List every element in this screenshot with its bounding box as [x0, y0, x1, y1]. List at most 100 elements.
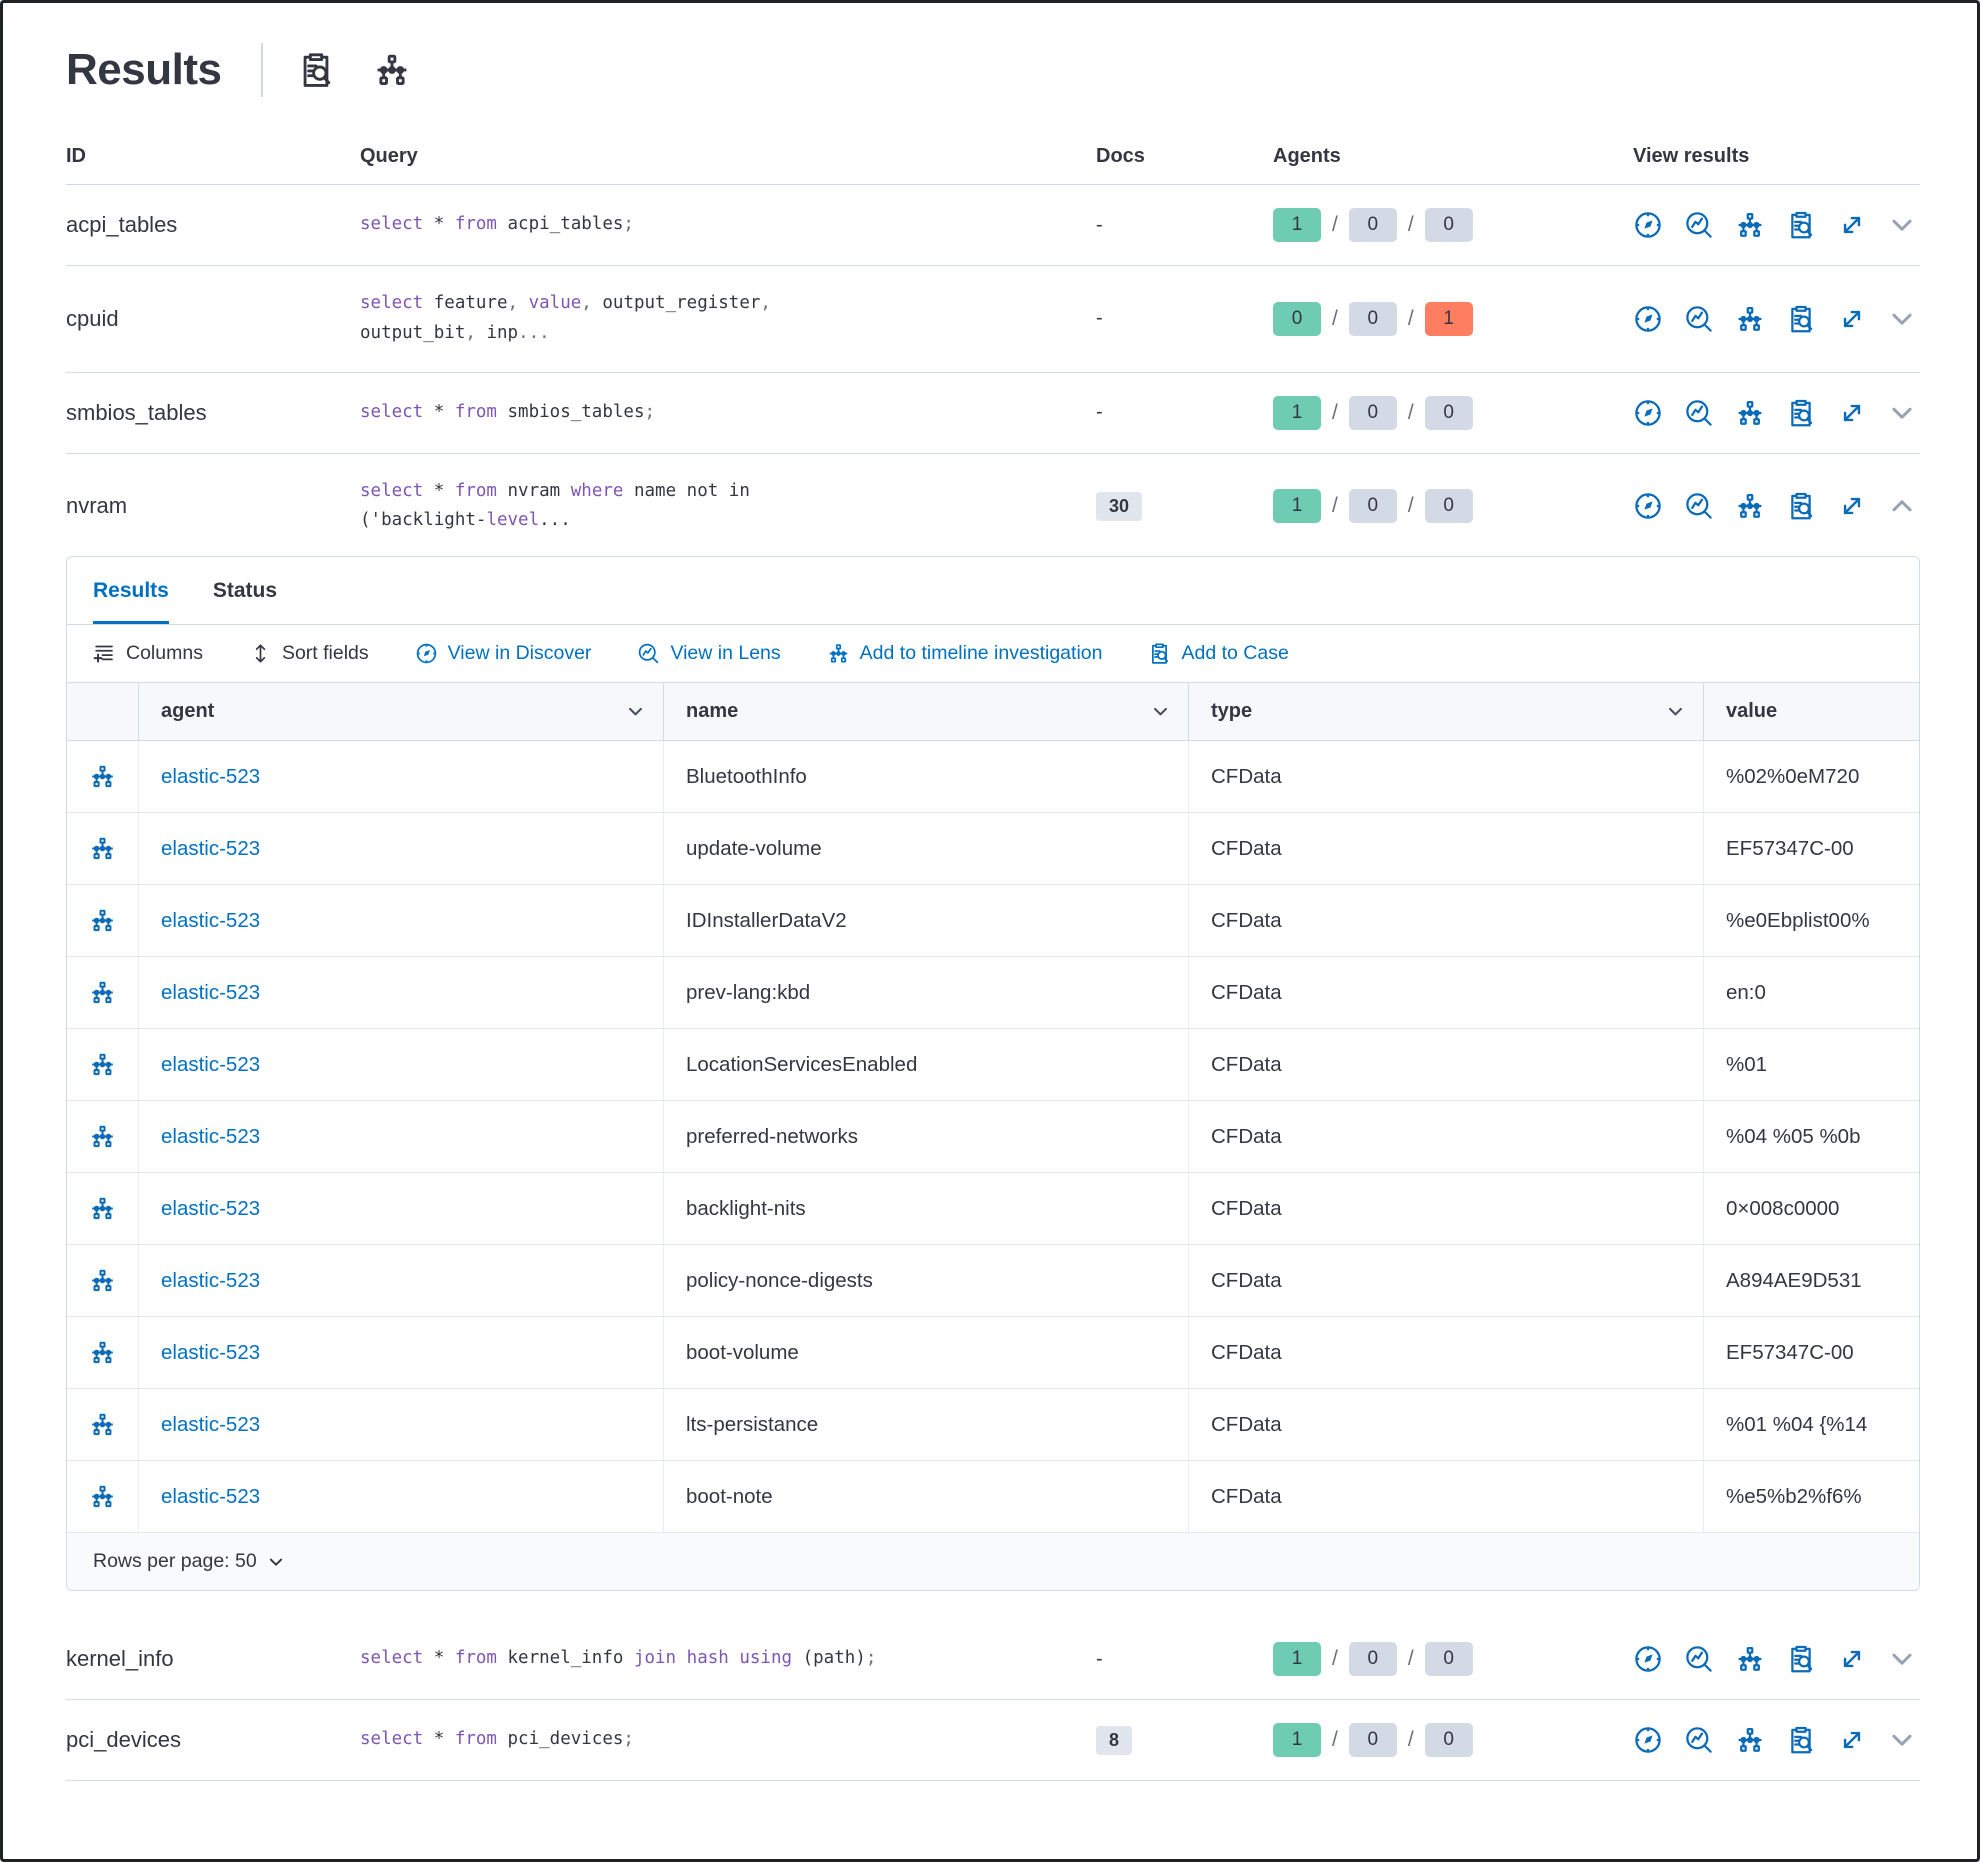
add-to-timeline-icon[interactable]	[1735, 304, 1765, 334]
agent-status-badge-grey: 0	[1348, 1642, 1397, 1676]
chevron-down-icon[interactable]	[1666, 702, 1685, 721]
agents-separator: /	[1407, 306, 1414, 330]
add-to-timeline-icon[interactable]	[373, 51, 411, 89]
chevron-down-icon[interactable]	[1151, 702, 1170, 721]
tab-status[interactable]: Status	[212, 579, 278, 602]
view-in-discover-icon[interactable]	[1633, 398, 1663, 428]
agent-link[interactable]: elastic-523	[161, 908, 261, 932]
view-in-lens-icon[interactable]	[1684, 1644, 1714, 1674]
toggle-row-chevron-icon[interactable]	[1888, 211, 1916, 239]
column-header-type[interactable]: type	[1189, 683, 1704, 740]
toggle-row-chevron-icon[interactable]	[1888, 1726, 1916, 1754]
view-in-lens-icon[interactable]	[1684, 398, 1714, 428]
agent-link[interactable]: elastic-523	[161, 1124, 261, 1148]
toggle-row-chevron-icon[interactable]	[1888, 1645, 1916, 1673]
open-in-timeline-icon[interactable]	[89, 835, 116, 862]
open-in-timeline-icon[interactable]	[89, 1339, 116, 1366]
view-in-lens-icon[interactable]	[1684, 1725, 1714, 1755]
value-cell: A894AE9D531	[1726, 1268, 1862, 1292]
agent-link[interactable]: elastic-523	[161, 1052, 261, 1076]
query-sql: select * from nvram where name not in ('b…	[360, 480, 750, 531]
open-in-timeline-icon[interactable]	[89, 763, 116, 790]
view-in-discover-icon[interactable]	[1633, 1644, 1663, 1674]
view-in-lens-icon[interactable]	[1684, 491, 1714, 521]
docs-count-badge: 30	[1096, 491, 1143, 521]
agent-link[interactable]: elastic-523	[161, 1340, 261, 1364]
query-view-actions	[1603, 210, 1920, 240]
view-in-lens-icon[interactable]	[1684, 210, 1714, 240]
query-row: acpi_tables select * from acpi_tables; -…	[66, 185, 1920, 266]
agent-link[interactable]: elastic-523	[161, 1412, 261, 1436]
add-to-case-icon[interactable]	[297, 51, 335, 89]
add-to-case-icon[interactable]	[1786, 491, 1816, 521]
query-row: kernel_info select * from kernel_info jo…	[66, 1619, 1920, 1700]
query-view-actions	[1603, 491, 1920, 521]
view-in-discover-icon[interactable]	[1633, 210, 1663, 240]
columns-button[interactable]: Columns	[93, 642, 203, 665]
view-in-lens-button[interactable]: View in Lens	[637, 642, 781, 665]
expand-results-icon[interactable]	[1837, 1725, 1867, 1755]
agents-separator: /	[1332, 1647, 1338, 1670]
open-in-timeline-icon[interactable]	[89, 1483, 116, 1510]
open-in-timeline-icon[interactable]	[89, 1051, 116, 1078]
add-to-timeline-button[interactable]: Add to timeline investigation	[827, 642, 1102, 665]
open-in-timeline-icon[interactable]	[89, 1411, 116, 1438]
add-to-timeline-icon[interactable]	[1735, 1644, 1765, 1674]
open-in-timeline-icon[interactable]	[89, 979, 116, 1006]
agent-link[interactable]: elastic-523	[161, 1484, 261, 1508]
add-to-case-icon[interactable]	[1786, 210, 1816, 240]
data-grid-body: elastic-523 BluetoothInfo CFData %02%0eM…	[67, 741, 1919, 1533]
add-to-case-icon[interactable]	[1786, 1644, 1816, 1674]
agent-link[interactable]: elastic-523	[161, 764, 261, 788]
type-cell: CFData	[1189, 1101, 1704, 1172]
add-to-case-icon[interactable]	[1786, 304, 1816, 334]
expand-results-icon[interactable]	[1837, 1644, 1867, 1674]
column-header-agent[interactable]: agent	[139, 683, 664, 740]
agent-status-badge-green: 1	[1273, 489, 1321, 524]
type-cell: CFData	[1189, 1317, 1704, 1388]
open-in-timeline-icon[interactable]	[89, 1123, 116, 1150]
view-in-discover-icon[interactable]	[1633, 1725, 1663, 1755]
expand-results-icon[interactable]	[1837, 491, 1867, 521]
agent-cell: elastic-523	[139, 1173, 664, 1244]
add-to-timeline-icon[interactable]	[1735, 398, 1765, 428]
open-in-timeline-icon[interactable]	[89, 907, 116, 934]
column-header-id: ID	[66, 145, 86, 167]
discover-icon	[415, 642, 438, 665]
agent-link[interactable]: elastic-523	[161, 836, 261, 860]
agents-separator: /	[1407, 494, 1414, 518]
rows-per-page-control[interactable]: Rows per page: 50	[67, 1533, 1919, 1590]
agent-link[interactable]: elastic-523	[161, 1268, 261, 1292]
tab-results[interactable]: Results	[93, 579, 169, 624]
add-to-case-icon[interactable]	[1786, 1725, 1816, 1755]
expand-results-icon[interactable]	[1837, 398, 1867, 428]
sort-fields-button[interactable]: Sort fields	[249, 642, 369, 665]
add-to-timeline-icon[interactable]	[1735, 210, 1765, 240]
add-to-case-icon[interactable]	[1786, 398, 1816, 428]
agent-link[interactable]: elastic-523	[161, 980, 261, 1004]
view-in-discover-icon[interactable]	[1633, 491, 1663, 521]
view-in-lens-icon[interactable]	[1684, 304, 1714, 334]
column-header-query: Query	[360, 145, 418, 167]
add-to-timeline-icon[interactable]	[1735, 491, 1765, 521]
open-in-timeline-icon[interactable]	[89, 1267, 116, 1294]
column-header-name[interactable]: name	[664, 683, 1189, 740]
view-in-discover-icon[interactable]	[1633, 304, 1663, 334]
toggle-row-chevron-icon[interactable]	[1888, 399, 1916, 427]
chevron-down-icon[interactable]	[626, 702, 645, 721]
name-cell: BluetoothInfo	[664, 741, 1189, 812]
query-docs: -	[1096, 1647, 1103, 1670]
add-to-timeline-icon[interactable]	[1735, 1725, 1765, 1755]
type-cell: CFData	[1189, 1029, 1704, 1100]
expand-results-icon[interactable]	[1837, 304, 1867, 334]
add-to-case-button[interactable]: Add to Case	[1148, 642, 1289, 665]
expand-results-icon[interactable]	[1837, 210, 1867, 240]
view-in-discover-button[interactable]: View in Discover	[415, 642, 591, 665]
query-agents: 1 / 0 / 0	[1243, 1723, 1603, 1757]
query-agents: 1 / 0 / 0	[1243, 395, 1603, 430]
column-header-value[interactable]: value	[1726, 700, 1778, 722]
toggle-row-chevron-icon[interactable]	[1888, 492, 1916, 520]
toggle-row-chevron-icon[interactable]	[1888, 305, 1916, 333]
agent-link[interactable]: elastic-523	[161, 1196, 261, 1220]
open-in-timeline-icon[interactable]	[89, 1195, 116, 1222]
